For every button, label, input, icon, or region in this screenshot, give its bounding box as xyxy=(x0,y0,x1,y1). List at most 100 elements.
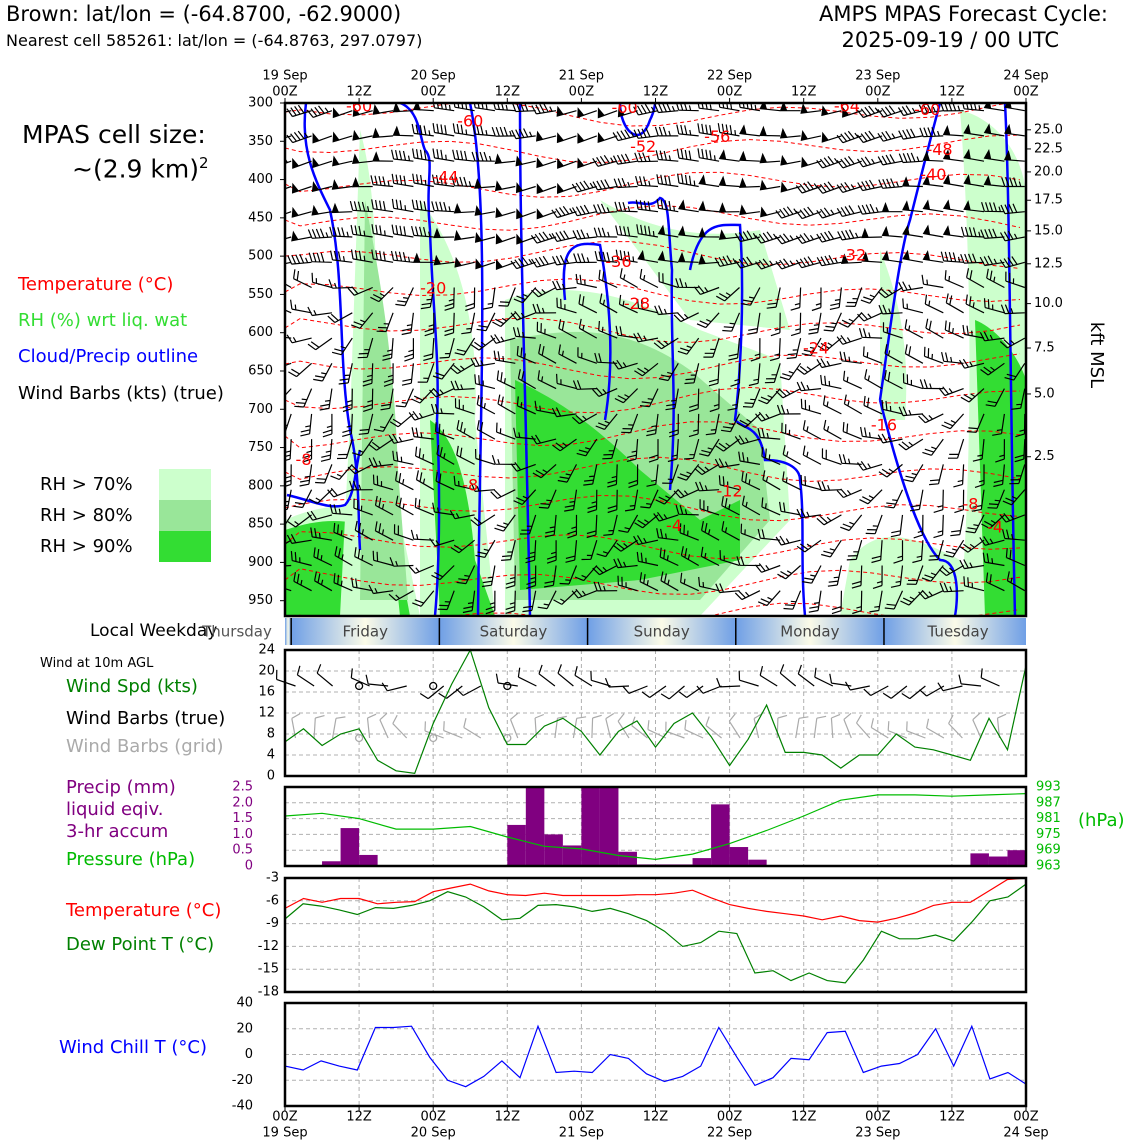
wind-barb xyxy=(700,546,720,567)
wind-barb xyxy=(893,540,904,564)
wind-barb xyxy=(755,258,781,270)
wind-barb xyxy=(516,345,536,364)
wind-barb xyxy=(942,225,964,238)
wind-barb xyxy=(838,454,862,465)
wind-barb xyxy=(349,480,373,491)
pressure-tick-label: 963 xyxy=(1036,859,1061,874)
legend-rh: RH (%) wrt liq. wat xyxy=(18,310,188,331)
wind-barb xyxy=(599,293,618,314)
bottom-hour-label: 12Z xyxy=(939,1110,965,1125)
wind-barb xyxy=(391,198,414,213)
temperature-contour xyxy=(285,318,1021,344)
pressure-tick-label: 750 xyxy=(248,440,273,455)
cloud-outline xyxy=(878,103,942,401)
wind-barb-grid xyxy=(776,714,788,739)
wind-barb xyxy=(637,298,659,314)
wind-barb xyxy=(294,388,313,408)
pressure-unit-label: (hPa) xyxy=(1078,810,1125,831)
wind-barb xyxy=(872,565,883,589)
wind-barb xyxy=(603,514,618,536)
wind-barb xyxy=(675,504,699,516)
cell-size-value: ~(2.9 km)2 xyxy=(72,154,209,183)
wind-barb xyxy=(738,451,761,465)
cloud-outline xyxy=(878,399,959,616)
top-hour-label: 12Z xyxy=(791,85,817,100)
wind-barb xyxy=(992,413,1005,436)
wind-barb-true xyxy=(517,667,537,687)
wind-barb xyxy=(597,107,618,119)
wind-barb xyxy=(922,438,944,456)
wind-barb xyxy=(336,438,353,460)
weekday-label: Saturday xyxy=(480,623,548,641)
wind-barb-true xyxy=(604,677,630,688)
wind-barb xyxy=(699,499,720,516)
wind-barb xyxy=(688,388,700,412)
wind-barb xyxy=(865,514,883,535)
wind-barb xyxy=(979,536,1005,546)
wind-barb xyxy=(816,255,842,267)
cloud-outline xyxy=(1003,103,1017,616)
wind-speed-line xyxy=(284,648,1027,775)
wind-barb xyxy=(333,522,353,541)
wind-barb xyxy=(307,337,333,351)
precip-bar xyxy=(729,847,749,866)
wind-barb xyxy=(1003,150,1025,162)
wind-barb xyxy=(351,177,373,188)
wind-barb xyxy=(857,461,883,471)
precip-bar xyxy=(711,804,730,866)
pressure-label: Pressure (hPa) xyxy=(66,849,196,870)
temperature-label: -60 xyxy=(457,112,483,131)
wind-barb xyxy=(322,413,333,438)
wind-barb xyxy=(395,495,414,516)
temperature-label: -8 xyxy=(462,475,478,494)
wind-barb xyxy=(922,250,944,263)
wind-barb xyxy=(614,201,638,213)
wind-barb xyxy=(845,287,863,307)
wind-barb xyxy=(658,272,679,289)
wind-barb xyxy=(494,180,516,192)
wind-barb xyxy=(646,464,659,487)
wind-barb xyxy=(544,514,557,538)
precip-bar xyxy=(748,859,767,866)
wind-barb xyxy=(843,394,863,415)
wind-barb xyxy=(495,207,516,219)
wind-barb xyxy=(635,175,659,188)
wind-barb xyxy=(890,514,904,538)
precip-frame xyxy=(283,785,1028,868)
wind-barb xyxy=(621,413,639,434)
temp-tick-label: -12 xyxy=(258,939,279,954)
wind-barb xyxy=(393,524,414,541)
wind-barb xyxy=(966,413,985,433)
wind-barb xyxy=(677,464,700,481)
wind-barb xyxy=(391,149,414,162)
wind-barb xyxy=(538,343,557,364)
wind-barb xyxy=(285,362,292,367)
wind-barb xyxy=(401,363,414,386)
wind-barb xyxy=(857,311,883,322)
wind-barb-grid xyxy=(855,714,871,739)
wind-barb xyxy=(473,103,495,112)
wind-barb xyxy=(958,358,985,369)
wind-barb xyxy=(840,253,862,264)
top-hour-label: 12Z xyxy=(495,85,521,100)
wind-barb xyxy=(960,388,985,403)
wind-barb xyxy=(368,584,394,595)
bottom-hour-label: 12Z xyxy=(346,1110,372,1125)
temperature-label: -60 xyxy=(612,98,638,117)
wind-barb xyxy=(565,540,578,563)
wind-barb xyxy=(636,551,659,567)
pressure-tick-label: 993 xyxy=(1036,780,1061,795)
wind-barb xyxy=(986,268,1005,289)
wind-barb xyxy=(877,105,903,118)
precip-bar xyxy=(988,856,1008,866)
wind-barb xyxy=(750,338,761,362)
wind-barb xyxy=(577,107,597,119)
wind-barb xyxy=(648,439,659,463)
wind-barb xyxy=(492,312,516,328)
wind-barb xyxy=(334,546,353,567)
wind-barb xyxy=(980,362,1005,376)
wind-barb xyxy=(705,413,720,436)
wind-barb xyxy=(556,132,577,144)
top-hour-label: 12Z xyxy=(346,85,372,100)
wind-barb xyxy=(780,154,801,166)
